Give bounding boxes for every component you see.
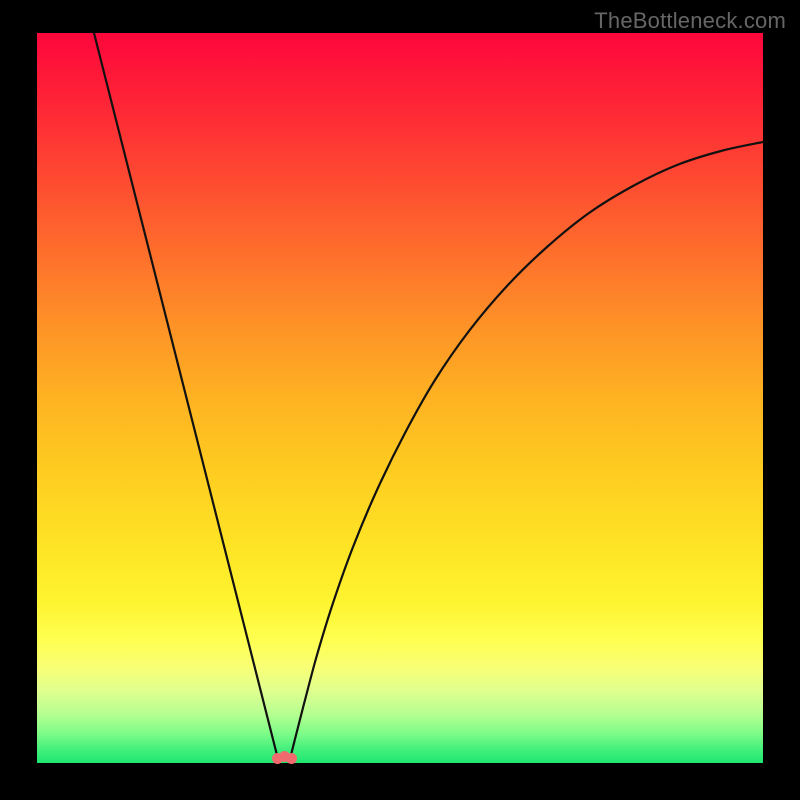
watermark-text: TheBottleneck.com: [594, 8, 786, 34]
plot-area: [37, 33, 763, 763]
curve-svg: [37, 33, 763, 763]
right-curve: [289, 142, 763, 763]
chart-root: TheBottleneck.com: [0, 0, 800, 800]
marker-dot: [286, 753, 297, 764]
left-line: [94, 33, 279, 763]
